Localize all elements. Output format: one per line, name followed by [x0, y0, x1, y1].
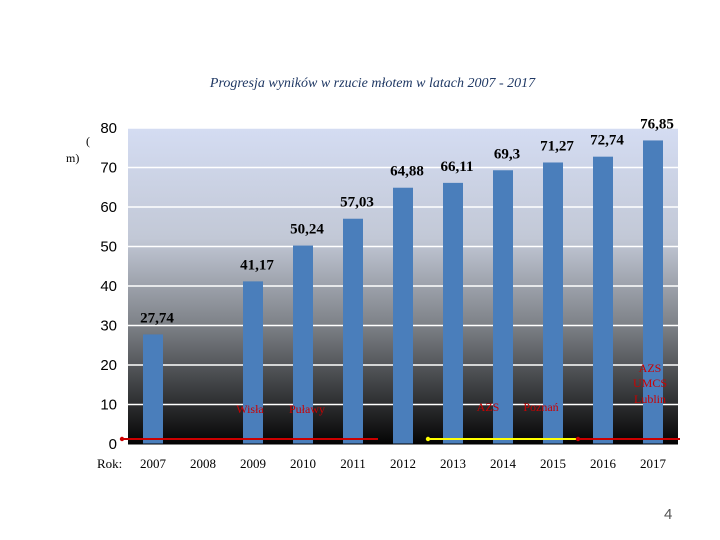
club-annotation: AZS — [477, 400, 500, 414]
club-annotation: UMCS — [633, 376, 667, 390]
y-tick-label: 70 — [100, 160, 117, 177]
club-annotation: Puławy — [289, 402, 325, 416]
x-tick-label: 2016 — [590, 456, 617, 471]
bar — [643, 140, 663, 444]
y-axis-label-unit: m) — [66, 151, 80, 165]
y-axis-label-paren: ( — [86, 134, 90, 148]
data-label: 57,03 — [340, 195, 374, 211]
x-tick-label: 2009 — [240, 456, 266, 471]
x-tick-label: 2008 — [190, 456, 216, 471]
data-label: 66,11 — [441, 159, 474, 175]
data-label: 76,85 — [640, 116, 674, 132]
y-tick-label: 10 — [100, 397, 117, 414]
y-tick-label: 50 — [100, 239, 117, 256]
club-annotation: Lublin — [634, 392, 666, 406]
bar — [443, 182, 463, 445]
data-label: 41,17 — [240, 257, 274, 273]
bar — [393, 187, 413, 444]
x-tick-label: 2012 — [390, 456, 416, 471]
bar — [293, 245, 313, 444]
x-tick-label: 2015 — [540, 456, 566, 471]
data-label: 50,24 — [290, 222, 324, 238]
bar — [343, 218, 363, 444]
bar — [143, 334, 163, 444]
club-annotation: Wisła — [236, 402, 264, 416]
data-label: 27,74 — [140, 310, 174, 326]
y-tick-label: 0 — [109, 436, 117, 453]
bar — [493, 170, 513, 444]
x-axis-label: Rok: — [97, 456, 122, 471]
x-tick-label: 2013 — [440, 456, 466, 471]
data-label: 64,88 — [390, 164, 424, 180]
y-tick-label: 60 — [100, 199, 117, 216]
data-label: 69,3 — [494, 146, 520, 162]
y-tick-label: 30 — [100, 318, 117, 335]
club-period-marker — [575, 436, 581, 442]
x-tick-label: 2007 — [140, 456, 167, 471]
y-tick-label: 20 — [100, 357, 117, 374]
bar — [243, 281, 263, 444]
x-tick-label: 2010 — [290, 456, 316, 471]
y-tick-label: 80 — [100, 120, 117, 137]
data-label: 71,27 — [540, 138, 574, 154]
page-number: 4 — [664, 506, 673, 523]
y-tick-label: 40 — [100, 278, 117, 295]
data-label: 72,74 — [590, 133, 624, 149]
club-annotation: AZS — [639, 361, 662, 375]
club-annotation: Poznań — [523, 400, 558, 414]
x-tick-label: 2011 — [340, 456, 366, 471]
x-tick-label: 2017 — [640, 456, 667, 471]
club-period-marker — [425, 436, 431, 442]
chart-title: Progresja wyników w rzucie młotem w lata… — [209, 76, 536, 91]
bar — [593, 156, 613, 444]
x-tick-label: 2014 — [490, 456, 517, 471]
club-period-marker — [119, 436, 125, 442]
bar — [543, 162, 563, 444]
